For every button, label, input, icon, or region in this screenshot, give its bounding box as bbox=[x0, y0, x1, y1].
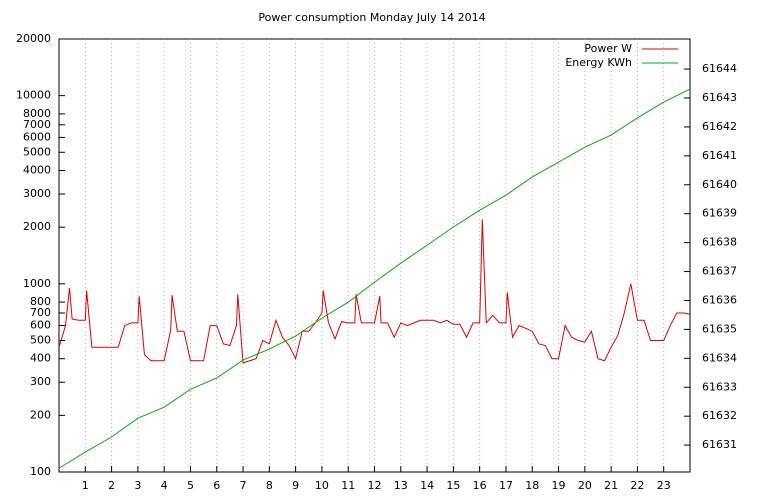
y2-tick-label: 61633 bbox=[702, 380, 737, 393]
x-tick-label: 6 bbox=[213, 479, 220, 492]
y-tick-label: 700 bbox=[30, 306, 51, 319]
x-tick-label: 16 bbox=[473, 479, 487, 492]
legend-label: Energy KWh bbox=[565, 56, 632, 69]
y-tick-label: 6000 bbox=[23, 130, 51, 143]
y-tick-label: 1000 bbox=[23, 277, 51, 290]
y2-tick-label: 61644 bbox=[702, 62, 737, 75]
x-tick-label: 5 bbox=[187, 479, 194, 492]
y2-tick-label: 61636 bbox=[702, 293, 737, 306]
x-tick-label: 17 bbox=[499, 479, 513, 492]
x-tick-label: 1 bbox=[82, 479, 89, 492]
y2-tick-label: 61634 bbox=[702, 351, 737, 364]
y-tick-label: 600 bbox=[30, 319, 51, 332]
y2-tick-label: 61639 bbox=[702, 207, 737, 220]
x-tick-label: 8 bbox=[266, 479, 273, 492]
y-tick-label: 7000 bbox=[23, 118, 51, 131]
x-tick-label: 21 bbox=[604, 479, 618, 492]
chart-title: Power consumption Monday July 14 2014 bbox=[258, 11, 485, 24]
y2-tick-label: 61641 bbox=[702, 149, 737, 162]
y-tick-label: 20000 bbox=[16, 32, 51, 45]
y2-tick-label: 61643 bbox=[702, 91, 737, 104]
x-tick-label: 9 bbox=[292, 479, 299, 492]
y-tick-label: 300 bbox=[30, 375, 51, 388]
x-tick-label: 20 bbox=[578, 479, 592, 492]
x-tick-label: 2 bbox=[108, 479, 115, 492]
y-tick-label: 400 bbox=[30, 352, 51, 365]
x-tick-label: 13 bbox=[394, 479, 408, 492]
x-tick-label: 19 bbox=[552, 479, 566, 492]
x-tick-label: 18 bbox=[525, 479, 539, 492]
x-tick-label: 14 bbox=[420, 479, 434, 492]
y2-tick-label: 61642 bbox=[702, 120, 737, 133]
y-tick-label: 3000 bbox=[23, 187, 51, 200]
y-tick-label: 4000 bbox=[23, 164, 51, 177]
x-tick-label: 15 bbox=[446, 479, 460, 492]
y-tick-label: 2000 bbox=[23, 220, 51, 233]
y-tick-label: 5000 bbox=[23, 145, 51, 158]
y2-tick-label: 61638 bbox=[702, 236, 737, 249]
y-tick-label: 10000 bbox=[16, 89, 51, 102]
y2-tick-label: 61635 bbox=[702, 322, 737, 335]
x-tick-label: 12 bbox=[368, 479, 382, 492]
legend-label: Power W bbox=[584, 42, 632, 55]
x-tick-label: 22 bbox=[630, 479, 644, 492]
y2-tick-label: 61632 bbox=[702, 409, 737, 422]
x-tick-label: 7 bbox=[240, 479, 247, 492]
x-tick-label: 23 bbox=[657, 479, 671, 492]
x-tick-label: 10 bbox=[315, 479, 329, 492]
y-tick-label: 800 bbox=[30, 295, 51, 308]
x-tick-label: 4 bbox=[161, 479, 168, 492]
y-tick-label: 200 bbox=[30, 408, 51, 421]
series-line bbox=[58, 88, 691, 469]
y2-tick-label: 61640 bbox=[702, 178, 737, 191]
y-tick-label: 8000 bbox=[23, 107, 51, 120]
series-line bbox=[58, 219, 691, 364]
x-tick-label: 3 bbox=[134, 479, 141, 492]
y2-tick-label: 61637 bbox=[702, 265, 737, 278]
x-tick-label: 11 bbox=[341, 479, 355, 492]
y-tick-label: 100 bbox=[30, 465, 51, 478]
y-tick-label: 500 bbox=[30, 333, 51, 346]
y2-tick-label: 61631 bbox=[702, 438, 737, 451]
